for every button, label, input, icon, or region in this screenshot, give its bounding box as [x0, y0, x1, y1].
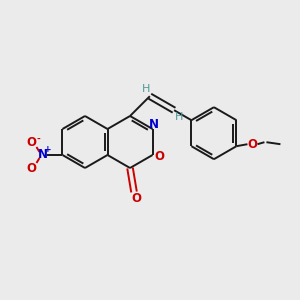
Text: O: O: [26, 136, 37, 148]
Text: O: O: [131, 193, 141, 206]
Text: H: H: [142, 84, 150, 94]
Text: N: N: [38, 148, 47, 160]
Text: H: H: [175, 112, 183, 122]
Text: O: O: [248, 138, 257, 151]
Text: O: O: [154, 149, 164, 163]
Text: +: +: [44, 145, 51, 154]
Text: N: N: [148, 118, 158, 131]
Text: O: O: [26, 161, 37, 175]
Text: -: -: [37, 134, 41, 143]
